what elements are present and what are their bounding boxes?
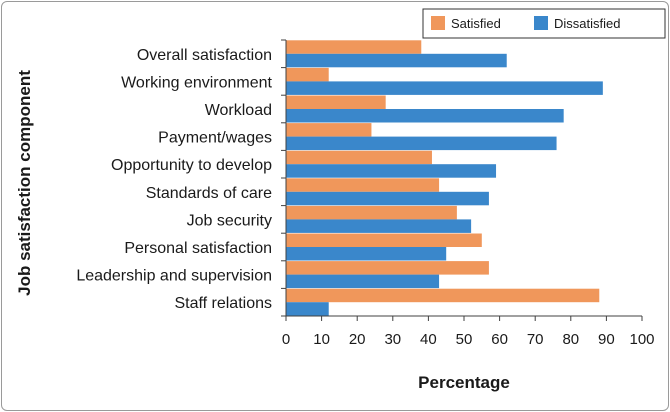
bar-dissatisfied-workload [286, 109, 564, 123]
x-tick-label: 80 [562, 331, 579, 348]
x-tick-label: 90 [598, 331, 615, 348]
bar-satisfied-working-environment [286, 67, 329, 82]
bar-satisfied-workload [286, 95, 386, 109]
x-tick-label: 30 [384, 331, 401, 348]
bar-dissatisfied-staff-relations [286, 302, 329, 316]
bar-dissatisfied-standards-of-care [286, 191, 489, 206]
legend: Satisfied Dissatisfied [422, 8, 666, 39]
legend-label-satisfied: Satisfied [451, 16, 501, 31]
category-label: Workload [205, 102, 272, 119]
bar-dissatisfied-overall-satisfaction [286, 53, 507, 68]
bar-satisfied-job-security [286, 205, 457, 220]
category-label: Personal satisfaction [124, 240, 272, 257]
x-tick-label: 60 [491, 331, 508, 348]
legend-label-dissatisfied: Dissatisfied [554, 16, 620, 31]
x-tick-label: 0 [282, 331, 290, 348]
bar-dissatisfied-payment-wages [286, 136, 557, 151]
bar-satisfied-standards-of-care [286, 178, 440, 192]
bar-dissatisfied-working-environment [286, 81, 603, 95]
category-label: Leadership and supervision [76, 268, 272, 285]
category-label: Staff relations [174, 295, 272, 312]
category-label: Working environment [121, 74, 272, 91]
y-axis-title: Job satisfaction component [15, 70, 34, 296]
category-label: Opportunity to develop [111, 157, 272, 174]
category-label: Overall satisfaction [137, 47, 272, 64]
x-tick-label: 20 [349, 331, 366, 348]
x-tick-label: 50 [456, 331, 473, 348]
bar-satisfied-personal-satisfaction [286, 233, 482, 247]
category-label: Payment/wages [158, 130, 272, 147]
bar-dissatisfied-personal-satisfaction [286, 247, 447, 261]
x-axis-title: Percentage [418, 373, 510, 392]
plot-area: Overall satisfaction Working environment W… [76, 39, 655, 348]
bar-dissatisfied-leadership-and-supervision [286, 274, 440, 289]
legend-swatch-dissatisfied [534, 16, 548, 30]
category-label: Standards of care [146, 185, 272, 202]
bar-satisfied-payment-wages [286, 123, 372, 137]
bar-dissatisfied-job-security [286, 219, 472, 233]
legend-swatch-satisfied [431, 16, 445, 30]
bar-satisfied-staff-relations [286, 288, 600, 303]
bar-satisfied-leadership-and-supervision [286, 261, 489, 275]
bar-satisfied-opportunity-to-develop [286, 150, 432, 165]
x-tick-label: 40 [420, 331, 437, 348]
category-label: Job security [187, 212, 272, 229]
x-tick-label: 10 [313, 331, 330, 348]
x-tick-label: 100 [629, 331, 654, 348]
bar-dissatisfied-opportunity-to-develop [286, 164, 497, 178]
x-tick-label: 70 [527, 331, 544, 348]
bar-satisfied-overall-satisfaction [286, 40, 422, 54]
